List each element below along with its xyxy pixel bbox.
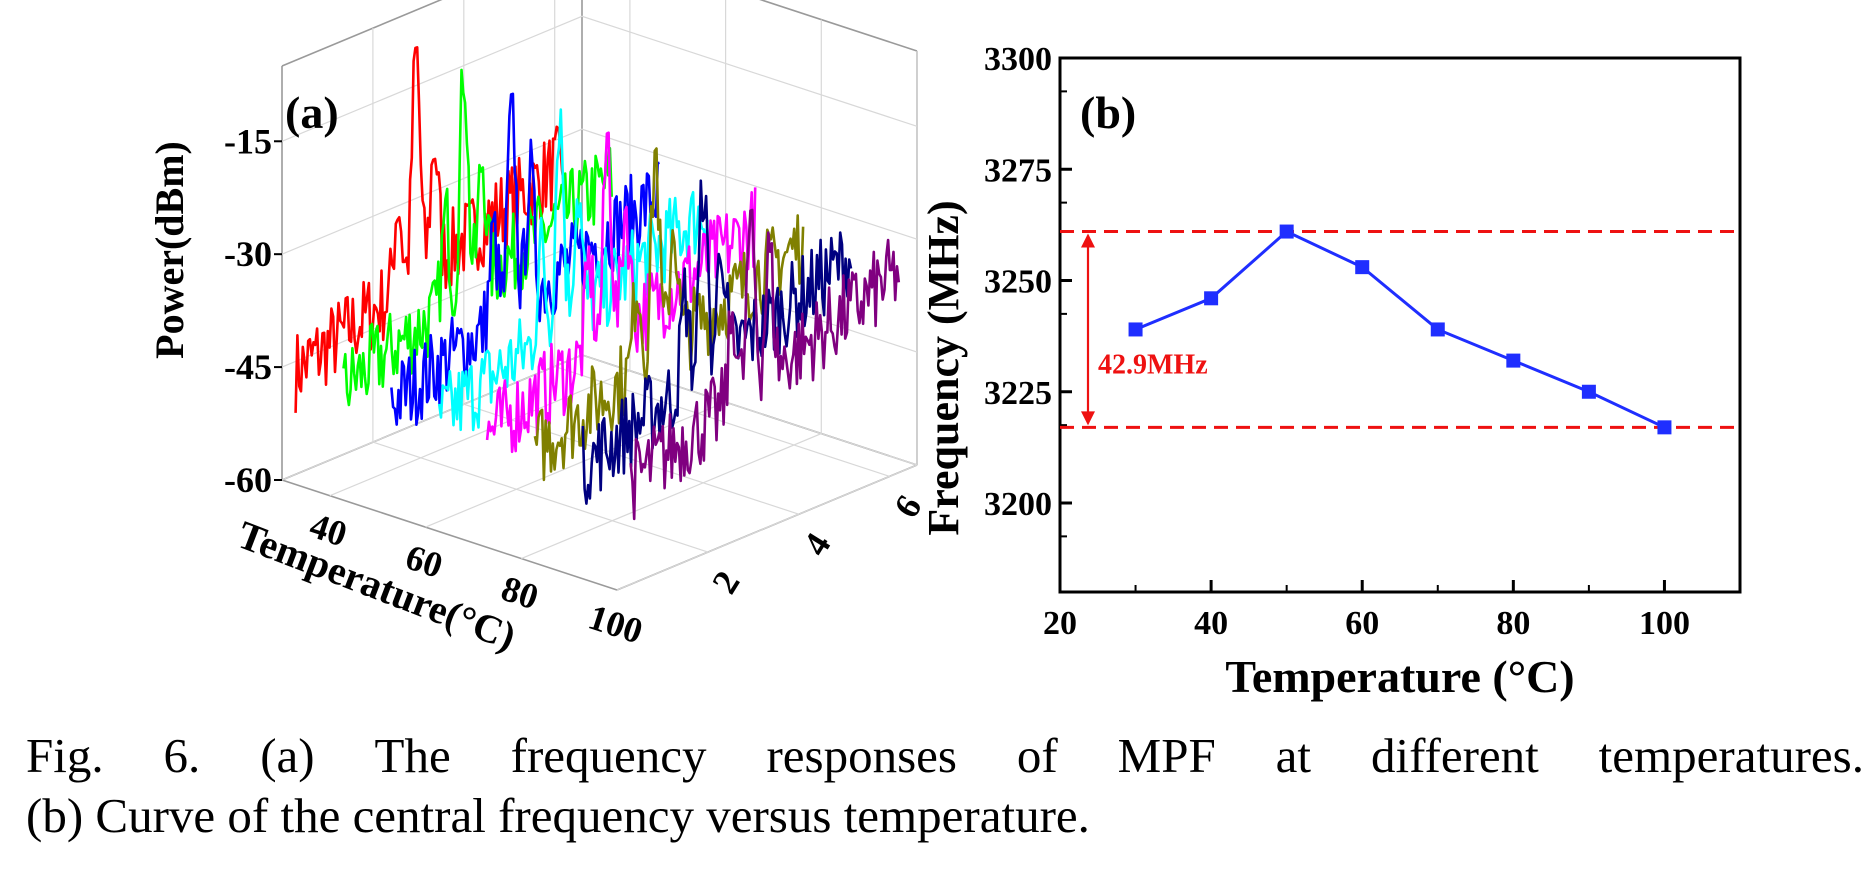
panel-b-plot-frame [1058,56,1742,594]
panel-a-series-80 [533,147,805,482]
panel-b-arrow-head-up [1081,233,1095,248]
panel-b-y-ticks: 3200 3225 3250 3275 3300 [984,41,1072,538]
panel-a-freq-gridline [554,0,890,477]
panel-b-y-tick-label: 3300 [984,41,1052,78]
panel-a-series-100 [629,208,901,521]
panel-a-frame-edge [281,479,618,591]
panel-a-frame-edge [759,0,918,52]
panel-a-z-ticks: -15 -30 -45 -60 [224,121,282,500]
panel-a-freq-gridline [463,0,799,515]
panel-a-label: (a) [285,87,339,138]
panel-b-data-point [1657,420,1672,435]
panel-b-annotation: 42.9MHz [1098,349,1208,380]
panel-a-series-group [294,45,901,521]
panel-b-data-point [1506,353,1521,368]
panel-a-x-axis-title: Temperature(°C) [232,512,522,659]
panel-b-data-point [1279,224,1294,239]
panel-a-series-30 [294,45,566,413]
panel-a-freq-gridline [372,28,709,553]
panel-a-series-70 [485,131,757,454]
figure-caption: Fig. 6. (a) The frequency responses of MPF at dif… [26,726,1864,846]
panel-b-reference-lines: 42.9MHz [1060,230,1740,429]
caption-word: The [374,728,451,783]
panel-a-z-tick-label: -45 [224,347,272,387]
panel-a-z-tick-label: -60 [224,460,272,500]
panel-b-x-tick-label: 80 [1496,605,1530,642]
panel-a-freq-tick-label: 2 [704,564,747,600]
panel-b-label: (b) [1080,87,1136,138]
panel-b-x-tick-label: 20 [1043,605,1077,642]
panel-a-temp-gridline [425,0,727,528]
panel-a-series-50 [390,92,660,427]
panel-b-y-tick-label: 3225 [984,375,1052,412]
panel-a-z-tick-label: -15 [224,121,272,161]
panel-b-data-point [1355,260,1370,275]
panel-b-data-point [1204,291,1219,306]
panel-a-series-90 [581,179,853,505]
panel-a-z-axis-title: Power(dBm) [147,141,192,359]
panel-b-arrow-head-down [1081,411,1095,426]
caption-word: (a) [260,728,315,783]
panel-b-x-axis-title: Temperature (°C) [1225,651,1574,702]
panel-b-y-tick-label: 3250 [984,264,1052,301]
panel-a-temp-tick-label: 100 [584,597,648,652]
panel-a-temp-gridline [329,0,631,497]
panel-a-frame-edge [281,0,443,67]
panel-b-series-line [1134,229,1666,429]
panel-a-series-40 [342,68,613,407]
caption-word: of [1016,728,1058,783]
caption-line-1: Fig. 6. (a) The frequency responses of MPF at dif… [26,726,1864,786]
panel-a-freq-tick-label: 4 [795,526,838,562]
caption-line-2: (b) Curve of the central frequency versu… [26,788,1090,843]
panel-b-data-point [1430,322,1445,337]
caption-word: MPF [1117,728,1216,783]
panel-b-line-chart: 3200 3225 3250 3275 3300 20 40 60 80 100 42.9MHz… [919,41,1742,702]
caption-word: Fig. [26,728,104,783]
caption-word: temperatures. [1598,728,1864,783]
panel-a-z-gridline [281,15,918,142]
panel-b-data-point [1581,384,1596,399]
panel-b-y-axis-title: Frequency (MHz) [919,200,968,535]
panel-a-frequency-ticks: 246 [704,488,929,600]
panel-b-series [1128,224,1672,435]
panel-a-temp-gridline [521,19,822,560]
panel-a-temp-gridline [616,51,918,591]
caption-word: responses [766,728,957,783]
panel-b-x-tick-label: 60 [1345,605,1379,642]
panel-a-z-gridline [281,128,918,255]
panel-a-z-tick-label: -30 [224,234,272,274]
panel-b-x-ticks: 20 40 60 80 100 [1043,580,1690,642]
caption-word: different [1370,728,1539,783]
panel-b-data-point [1128,322,1143,337]
panel-b-x-tick-label: 40 [1194,605,1228,642]
caption-word: frequency [510,728,707,783]
caption-word: at [1275,728,1312,783]
panel-b-y-tick-label: 3200 [984,486,1052,523]
panel-b-y-tick-label: 3275 [984,152,1052,189]
caption-word: 6. [163,728,201,783]
panel-a-series-60 [437,108,709,432]
panel-b-x-tick-label: 100 [1639,605,1690,642]
